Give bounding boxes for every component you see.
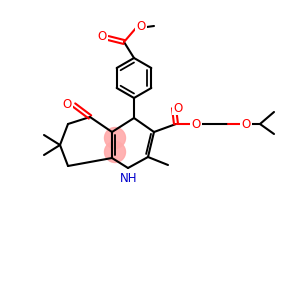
Text: O: O	[136, 20, 146, 34]
Text: NH: NH	[120, 172, 138, 184]
Circle shape	[104, 128, 125, 148]
Circle shape	[104, 142, 125, 163]
Text: O: O	[242, 118, 250, 130]
Text: O: O	[173, 101, 183, 115]
Text: O: O	[98, 31, 106, 44]
Text: O: O	[191, 118, 201, 130]
Text: O: O	[62, 98, 72, 110]
